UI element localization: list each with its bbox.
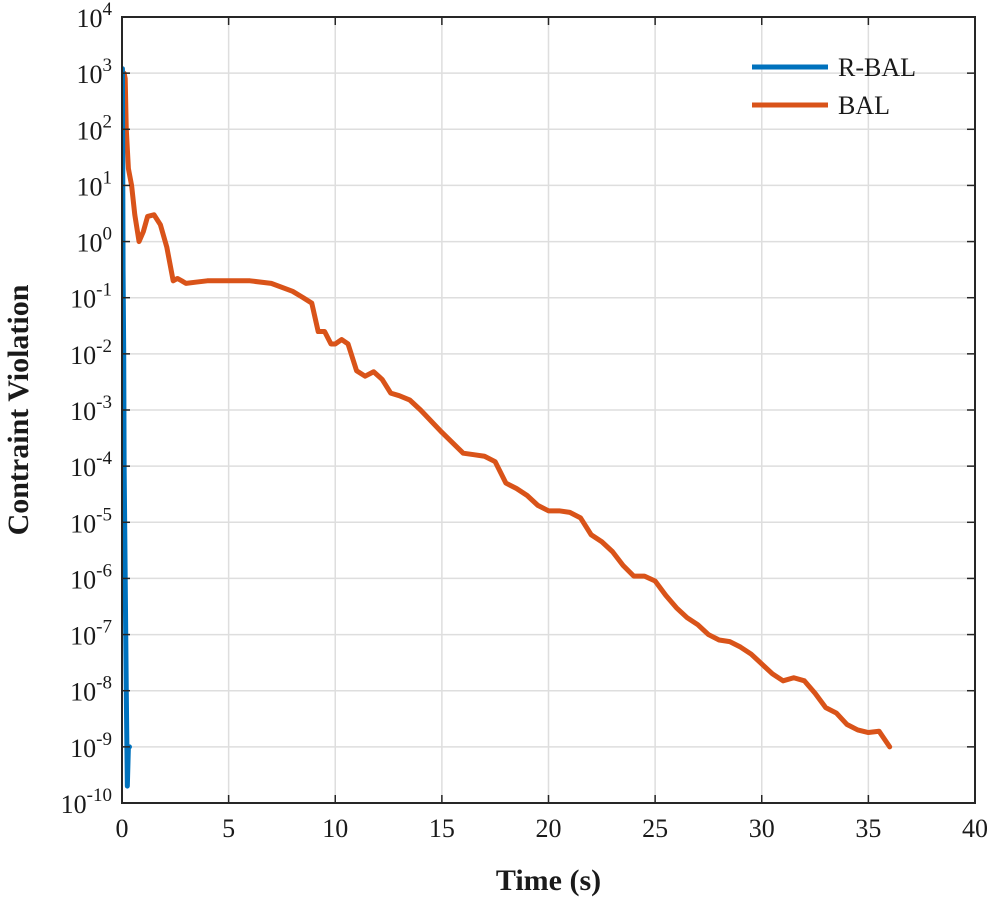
- x-tick-label: 15: [429, 814, 455, 843]
- x-tick-label: 35: [855, 814, 881, 843]
- y-tick-label: 10-5: [70, 504, 112, 538]
- y-tick-label: 10-2: [70, 336, 112, 370]
- x-tick-label: 5: [222, 814, 235, 843]
- x-tick-label: 0: [116, 814, 129, 843]
- x-tick-label: 30: [749, 814, 775, 843]
- y-tick-label: 104: [77, 0, 113, 33]
- y-tick-label: 10-3: [70, 392, 112, 426]
- legend: R-BAL BAL: [752, 53, 916, 120]
- y-tick-label: 10-4: [70, 448, 112, 482]
- x-tick-label: 20: [536, 814, 562, 843]
- y-tick-label: 10-10: [61, 785, 112, 819]
- x-tick-label: 10: [322, 814, 348, 843]
- y-tick-label: 101: [77, 167, 113, 201]
- y-tick-label: 103: [77, 55, 113, 89]
- x-tick-label: 25: [642, 814, 668, 843]
- y-tick-label: 10-9: [70, 729, 112, 763]
- grid: [121, 16, 976, 804]
- x-tick-label: 40: [962, 814, 988, 843]
- legend-label: R-BAL: [838, 53, 916, 82]
- y-tick-label: 10-7: [70, 617, 112, 651]
- y-tick-label: 100: [77, 224, 113, 258]
- series-line-bal: [122, 70, 893, 750]
- y-tick-label: 10-6: [70, 560, 112, 594]
- x-axis-title: Time (s): [496, 864, 601, 897]
- y-tick-label: 102: [77, 111, 113, 145]
- y-tick-label: 10-1: [70, 280, 112, 314]
- y-tick-label: 10-8: [70, 673, 112, 707]
- legend-label: BAL: [838, 91, 890, 120]
- ticks: 0 5 10 15 20 25 30 35 40 104 103 102 101 100 10-1 10-2 1…: [61, 0, 988, 843]
- y-axis-title: Contraint Violation: [2, 284, 35, 535]
